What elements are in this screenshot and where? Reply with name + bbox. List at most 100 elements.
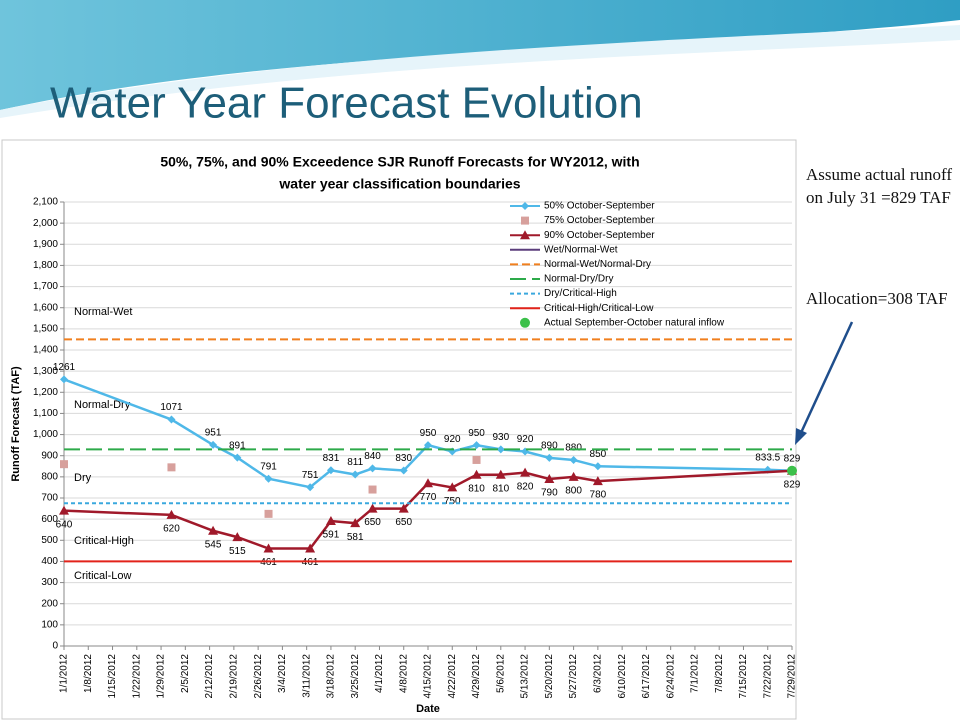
marker bbox=[367, 503, 378, 513]
marker bbox=[209, 440, 218, 449]
marker bbox=[592, 476, 603, 486]
legend-label: Dry/Critical-High bbox=[544, 288, 617, 299]
y-tick-label: 1,400 bbox=[33, 345, 58, 356]
region-label: Normal-Dry bbox=[74, 399, 131, 411]
marker bbox=[399, 466, 408, 475]
y-tick-label: 600 bbox=[41, 514, 58, 525]
region-label: Dry bbox=[74, 472, 92, 484]
marker bbox=[232, 532, 243, 542]
marker bbox=[233, 453, 242, 462]
data-label: 840 bbox=[364, 451, 381, 462]
marker bbox=[787, 465, 797, 476]
slide-title: Water Year Forecast Evolution bbox=[50, 79, 643, 128]
x-tick-label: 7/29/2012 bbox=[787, 654, 798, 699]
marker bbox=[305, 543, 316, 553]
marker bbox=[60, 375, 68, 384]
marker bbox=[593, 462, 602, 471]
x-tick-label: 6/3/2012 bbox=[593, 654, 604, 693]
data-label: 515 bbox=[229, 546, 246, 557]
data-label: 829 bbox=[784, 453, 801, 464]
y-tick-label: 1,100 bbox=[33, 408, 58, 419]
marker bbox=[350, 518, 361, 528]
x-tick-label: 5/13/2012 bbox=[520, 654, 531, 699]
marker bbox=[520, 230, 530, 240]
data-label: 880 bbox=[565, 443, 582, 454]
data-label: 920 bbox=[444, 434, 461, 445]
x-tick-label: 4/29/2012 bbox=[471, 654, 482, 699]
x-tick-label: 4/22/2012 bbox=[447, 654, 458, 699]
marker bbox=[208, 525, 219, 535]
x-tick-label: 2/19/2012 bbox=[229, 654, 240, 699]
y-axis-label: Runoff Forecast (TAF) bbox=[10, 366, 22, 482]
marker bbox=[368, 485, 377, 494]
legend-label: Normal-Wet/Normal-Dry bbox=[544, 259, 651, 270]
marker bbox=[264, 474, 273, 483]
data-label: 920 bbox=[517, 434, 534, 445]
data-label: 951 bbox=[205, 428, 222, 439]
x-tick-label: 7/8/2012 bbox=[714, 654, 725, 693]
y-tick-label: 400 bbox=[41, 556, 58, 567]
marker bbox=[306, 483, 315, 492]
marker bbox=[521, 202, 529, 210]
arrow bbox=[798, 321, 854, 436]
y-tick-label: 1,500 bbox=[33, 323, 58, 334]
data-label: 800 bbox=[565, 485, 582, 496]
x-tick-label: 5/20/2012 bbox=[544, 654, 555, 699]
legend-label: Actual September-October natural inflow bbox=[544, 317, 725, 328]
data-label: 461 bbox=[260, 557, 277, 568]
note-text: Allocation=308 TAF bbox=[806, 289, 948, 308]
y-tick-label: 500 bbox=[41, 535, 58, 546]
x-tick-label: 5/6/2012 bbox=[495, 654, 506, 693]
chart-title: water year classification boundaries bbox=[278, 176, 520, 192]
y-tick-label: 1,300 bbox=[33, 366, 58, 377]
data-label: 461 bbox=[302, 557, 319, 568]
marker bbox=[166, 509, 177, 519]
x-tick-label: 2/5/2012 bbox=[180, 654, 191, 693]
marker bbox=[520, 467, 531, 477]
note: Assume actual runoff on July 31 =829 TAF bbox=[806, 165, 952, 207]
marker bbox=[496, 445, 505, 454]
marker bbox=[167, 463, 176, 472]
data-label: 750 bbox=[444, 496, 461, 507]
note: Allocation=308 TAF bbox=[806, 289, 948, 308]
y-tick-label: 1,700 bbox=[33, 281, 58, 292]
data-label: 650 bbox=[364, 517, 381, 528]
data-label: 850 bbox=[590, 449, 607, 460]
x-tick-label: 1/22/2012 bbox=[131, 654, 142, 699]
marker bbox=[447, 482, 458, 492]
y-tick-label: 1,600 bbox=[33, 302, 58, 313]
marker bbox=[424, 441, 432, 450]
x-tick-label: 4/1/2012 bbox=[374, 654, 385, 693]
chart-title: 50%, 75%, and 90% Exceedence SJR Runoff … bbox=[160, 154, 639, 170]
x-tick-label: 7/15/2012 bbox=[738, 654, 749, 699]
data-label: 545 bbox=[205, 539, 222, 550]
x-tick-label: 1/1/2012 bbox=[59, 654, 70, 693]
data-label: 820 bbox=[517, 481, 534, 492]
data-label: 640 bbox=[56, 519, 73, 530]
data-label: 950 bbox=[420, 428, 437, 439]
x-tick-label: 6/17/2012 bbox=[641, 654, 652, 699]
data-label: 930 bbox=[492, 432, 509, 443]
y-tick-label: 900 bbox=[41, 450, 58, 461]
x-tick-label: 1/29/2012 bbox=[156, 654, 167, 699]
data-label: 810 bbox=[492, 483, 509, 494]
data-label: 790 bbox=[541, 488, 558, 499]
data-label: 891 bbox=[229, 440, 246, 451]
region-label: Critical-Low bbox=[74, 570, 132, 582]
data-label: 791 bbox=[260, 461, 277, 472]
marker bbox=[263, 543, 274, 553]
data-label: 751 bbox=[302, 470, 319, 481]
y-tick-label: 1,200 bbox=[33, 387, 58, 398]
x-tick-label: 3/11/2012 bbox=[301, 654, 312, 698]
legend-label: Critical-High/Critical-Low bbox=[544, 303, 654, 314]
data-label: 830 bbox=[395, 453, 412, 464]
note-text: on July 31 =829 TAF bbox=[806, 188, 951, 207]
header-swoosh bbox=[0, 25, 960, 118]
y-tick-label: 2,000 bbox=[33, 218, 58, 229]
x-axis-label: Date bbox=[416, 703, 440, 715]
header-band bbox=[0, 0, 960, 110]
marker bbox=[368, 464, 377, 473]
y-tick-label: 800 bbox=[41, 471, 58, 482]
note-text: Assume actual runoff bbox=[806, 165, 952, 184]
